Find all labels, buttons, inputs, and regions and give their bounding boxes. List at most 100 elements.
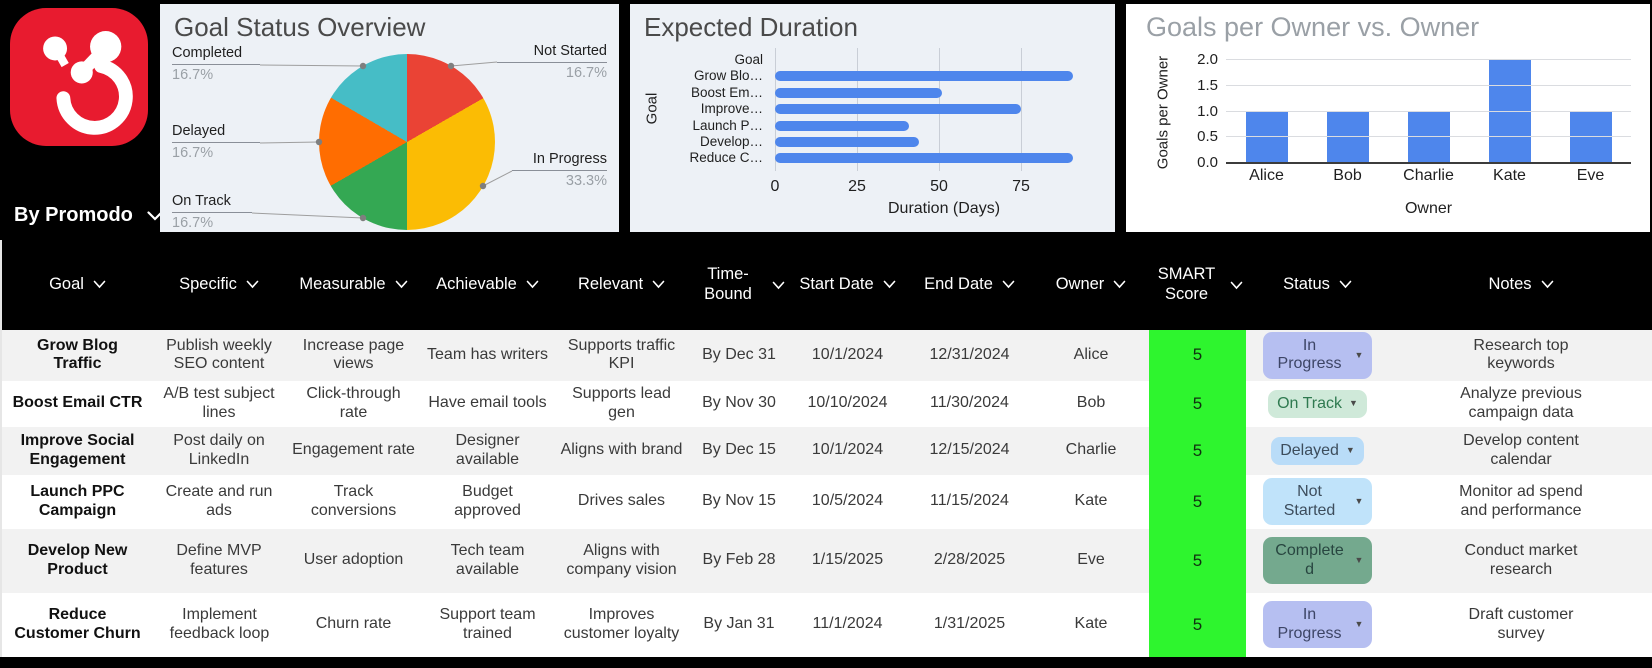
chevron-down-icon <box>1230 281 1242 289</box>
owners-x-tick: Kate <box>1493 167 1526 184</box>
status-dropdown[interactable]: Delayed ▼ <box>1271 436 1364 465</box>
owners-x-tick: Bob <box>1333 167 1362 184</box>
smart-goals-table: Goal Specific Measurable Achievable Relevant… <box>0 240 1652 657</box>
cell-start-date: 10/10/2024 <box>807 394 888 412</box>
table-header-row: Goal Specific Measurable Achievable Relevant… <box>1 240 1652 330</box>
status-dropdown[interactable]: Not Started ▼ <box>1262 478 1373 526</box>
table-row: Launch PPC Campaign Create and run ads Tra… <box>1 474 1652 529</box>
column-header-label: SMART Score <box>1157 265 1216 303</box>
cell-measurable: Increase page views <box>302 336 405 373</box>
duration-bar <box>775 71 1074 82</box>
status-label: Delayed <box>1280 441 1339 459</box>
cell-notes: Develop content calendar <box>1463 431 1579 468</box>
cell-measurable: Engagement rate <box>292 441 415 459</box>
cell-specific: Create and run ads <box>165 482 273 519</box>
cell-time-bound: By Dec 15 <box>702 441 776 459</box>
cell-smart-score: 5 <box>1149 330 1246 381</box>
dropdown-arrow-icon: ▼ <box>1345 445 1355 456</box>
duration-bar-row <box>775 150 1113 166</box>
duration-bar-row <box>775 101 1113 117</box>
cell-goal: Reduce Customer Churn <box>14 605 141 642</box>
column-header-label: Time-Bound <box>704 265 752 303</box>
chevron-down-icon <box>147 210 163 221</box>
cell-start-date: 1/15/2025 <box>811 551 884 569</box>
dropdown-arrow-icon: ▼ <box>1354 350 1364 361</box>
chevron-down-icon <box>93 281 106 289</box>
cell-start-date: 11/1/2024 <box>812 615 883 633</box>
duration-bar-row <box>775 68 1113 84</box>
status-dropdown[interactable]: In Progress ▼ <box>1262 332 1373 379</box>
cell-goal: Boost Email CTR <box>12 394 143 412</box>
cell-end-date: 12/31/2024 <box>929 345 1010 363</box>
cell-specific: Publish weekly SEO content <box>166 336 272 373</box>
duration-plot-area: 0 25 50 75 <box>771 48 1113 195</box>
column-header-measurable[interactable]: Measurable <box>286 240 421 330</box>
cell-status: On Track ▼ <box>1246 381 1389 427</box>
column-header-label: Goal <box>49 275 84 294</box>
cell-owner: Alice <box>1073 345 1109 363</box>
duration-x-tick: 75 <box>1012 178 1030 195</box>
status-dropdown[interactable]: Completed ▼ <box>1262 537 1373 585</box>
status-label: Not Started <box>1283 483 1336 519</box>
cell-end-date: 1/31/2025 <box>933 615 1006 633</box>
column-header-achievable[interactable]: Achievable <box>421 240 554 330</box>
column-header-notes[interactable]: Notes <box>1389 240 1652 330</box>
cell-start-date: 10/1/2024 <box>811 345 884 363</box>
owners-plot-area: 2.0 1.5 1.0 0.5 0.0 <box>1197 51 1631 171</box>
owners-chart-title: Goals per Owner vs. Owner <box>1146 12 1480 42</box>
cell-end-date: 2/28/2025 <box>933 551 1006 569</box>
cell-smart-score: 5 <box>1149 528 1246 593</box>
chevron-down-icon <box>652 281 665 289</box>
owners-y-tick: 0.0 <box>1197 154 1218 171</box>
duration-bar-row <box>775 118 1113 134</box>
cell-notes: Conduct market research <box>1464 541 1578 578</box>
cell-end-date: 11/15/2024 <box>930 492 1009 510</box>
gridline <box>1226 59 1631 60</box>
cell-smart-score: 5 <box>1149 474 1246 529</box>
column-header-label: Measurable <box>299 275 386 294</box>
column-header-specific[interactable]: Specific <box>153 240 286 330</box>
owners-x-axis-label: Owner <box>1404 200 1453 217</box>
cell-specific: Define MVP features <box>176 541 262 578</box>
cell-status: In Progress ▼ <box>1246 330 1389 381</box>
status-dropdown[interactable]: In Progress ▼ <box>1262 601 1373 649</box>
status-dropdown[interactable]: On Track ▼ <box>1268 389 1367 418</box>
cell-relevant: Improves customer loyalty <box>563 605 680 642</box>
cell-status: Not Started ▼ <box>1246 475 1389 529</box>
column-header-start-date[interactable]: Start Date <box>789 240 906 330</box>
column-header-goal[interactable]: Goal <box>1 240 153 330</box>
cell-achievable: Designer available <box>455 431 520 468</box>
column-header-relevant[interactable]: Relevant <box>554 240 689 330</box>
by-promodo-dropdown[interactable]: By Promodo <box>14 204 163 227</box>
column-header-status[interactable]: Status <box>1246 240 1389 330</box>
duration-bar <box>775 104 1021 115</box>
duration-x-tick: 25 <box>848 178 866 195</box>
cell-notes: Monitor ad spend and performance <box>1459 482 1583 519</box>
cell-measurable: Track conversions <box>310 482 397 519</box>
gridline <box>1226 84 1631 86</box>
column-header-time-bound[interactable]: Time-Bound <box>689 240 789 330</box>
column-header-end-date[interactable]: End Date <box>906 240 1033 330</box>
table-row: Grow Blog Traffic Publish weekly SEO cont… <box>1 330 1652 381</box>
cell-goal: Develop New Product <box>27 541 128 578</box>
table-row: Develop New Product Define MVP features Us… <box>1 528 1652 593</box>
dropdown-arrow-icon: ▼ <box>1354 555 1364 566</box>
duration-category-label: Goal <box>734 52 763 67</box>
owners-y-tick: 1.0 <box>1197 102 1218 120</box>
column-header-label: Start Date <box>799 275 874 294</box>
column-header-owner[interactable]: Owner <box>1033 240 1149 330</box>
column-header-label: Relevant <box>577 275 644 294</box>
promodo-logo-icon <box>43 31 133 135</box>
status-label: Completed <box>1275 542 1344 578</box>
table-row: Boost Email CTR A/B test subject lines Cli… <box>1 380 1652 427</box>
duration-bar <box>775 87 943 98</box>
pie-label-in-progress: In Progress 33.3% <box>512 150 607 190</box>
goal-status-overview-panel: Goal Status Overview Completed 16.7% Not … <box>160 4 619 232</box>
column-header-smart-score[interactable]: SMART Score <box>1149 240 1246 330</box>
cell-relevant: Aligns with company vision <box>566 541 677 578</box>
column-header-label: End Date <box>924 275 993 294</box>
cell-measurable: Click-through rate <box>306 384 401 421</box>
gridline <box>1226 136 1631 138</box>
promodo-logo <box>10 8 148 146</box>
